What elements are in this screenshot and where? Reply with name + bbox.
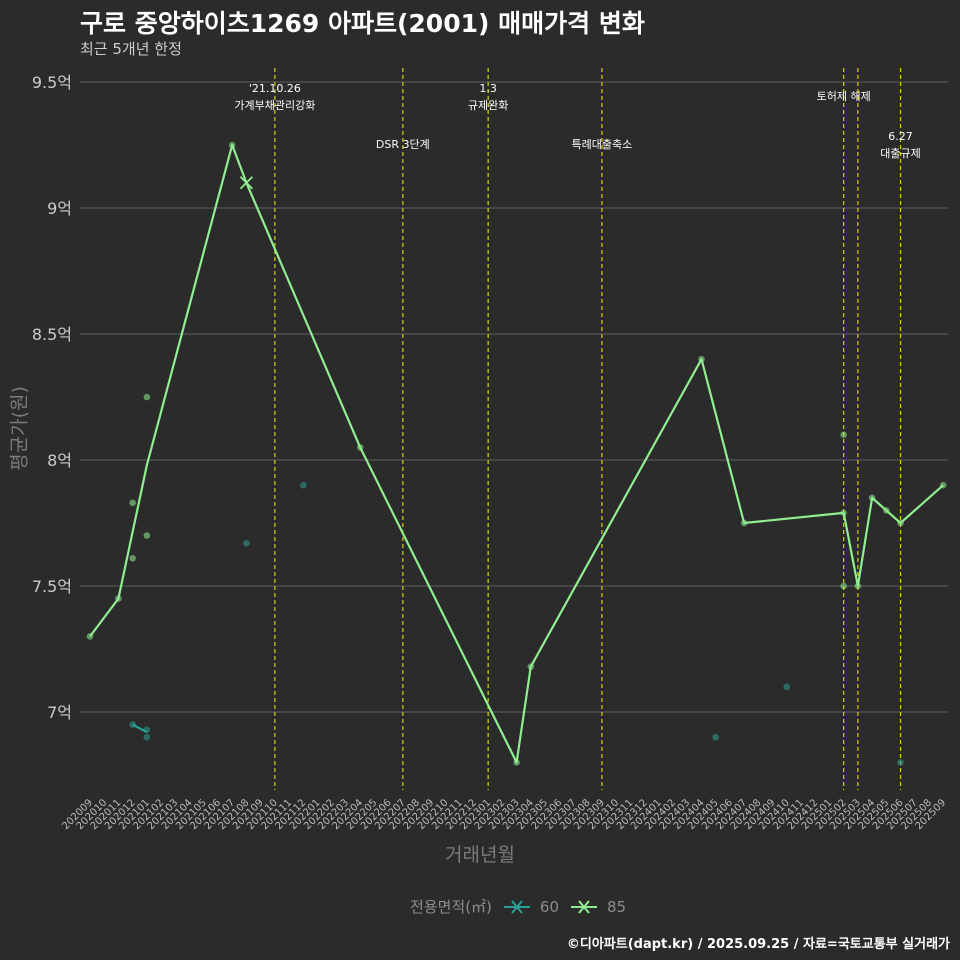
y-tick-label: 8억 (47, 451, 72, 470)
legend-swatch-60 (503, 899, 530, 914)
legend-swatch-85 (571, 899, 597, 914)
event-label: 가계부채관리강화 (234, 99, 315, 112)
data-point-60 (712, 733, 719, 741)
event-label: 특례대출축소 (572, 138, 633, 151)
event-label: DSR 3단계 (376, 138, 430, 151)
source-caption: ©디아파트(dapt.kr) / 2025.09.25 / 자료=국토교통부 실… (566, 937, 950, 952)
x-axis-label: 거래년월 (445, 844, 515, 866)
legend-item-60: 60 (502, 898, 559, 916)
y-tick-label: 7억 (47, 703, 72, 722)
series-line-60 (132, 723, 148, 734)
data-point-85 (840, 582, 847, 590)
event-label: 규제완화 (468, 99, 508, 112)
legend-item-85: 85 (569, 898, 626, 916)
data-point-85 (840, 431, 847, 439)
data-point-60 (783, 683, 791, 691)
event-label: 1.3 (479, 82, 497, 95)
data-point-85 (143, 393, 151, 401)
chart-title: 구로 중앙하이츠1269 아파트(2001) 매매가격 변화 (80, 9, 645, 38)
legend-label-60: 60 (539, 897, 559, 916)
series-line-85 (89, 143, 944, 764)
data-point-60 (897, 759, 904, 766)
cross-marker-85 (239, 176, 254, 190)
data-point-60 (243, 539, 250, 547)
y-tick-label: 9.5억 (32, 73, 72, 92)
legend-title: 전용면적(㎡) (410, 898, 492, 916)
data-point-85 (129, 499, 136, 507)
event-label: 대출규제 (880, 147, 920, 160)
data-point-60 (300, 481, 307, 489)
data-point-85 (143, 532, 151, 539)
legend: 전용면적(㎡) 60 85 (410, 896, 626, 917)
y-tick-label: 8.5억 (32, 325, 72, 344)
event-label: '21.10.26 (249, 82, 301, 95)
event-label: 토허제 해제 (817, 89, 871, 103)
data-point-60 (143, 733, 151, 741)
data-point-85 (129, 554, 136, 562)
legend-label-85: 85 (607, 897, 627, 916)
chart-subtitle: 최근 5개년 한정 (80, 40, 182, 58)
y-tick-label: 9억 (47, 199, 72, 218)
y-tick-label: 7.5억 (32, 577, 72, 596)
event-label: 6.27 (888, 130, 913, 143)
